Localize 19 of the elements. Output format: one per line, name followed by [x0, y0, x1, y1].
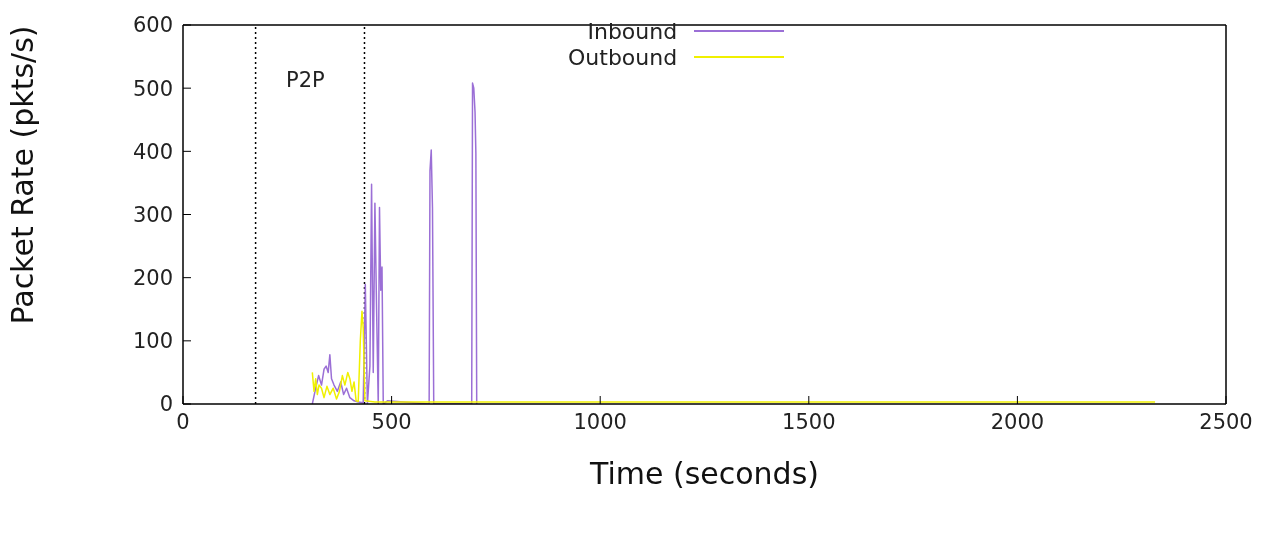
y-tick-label: 100	[132, 329, 173, 354]
x-tick-label: 500	[371, 409, 412, 434]
y-tick-label: 300	[132, 202, 173, 227]
line-series	[311, 310, 1156, 403]
y-tick-label: 500	[132, 76, 173, 101]
x-axis-title: Time (seconds)	[589, 456, 819, 491]
x-tick-label: 1000	[573, 409, 627, 434]
y-tick-label: 400	[132, 139, 173, 164]
x-tick-label: 2500	[1199, 409, 1253, 434]
x-tick-label: 2000	[990, 409, 1045, 434]
y-tick-label: 0	[159, 392, 173, 417]
y-axis-title: Packet Rate (pkts/s)	[4, 25, 40, 325]
x-tick-label: 1500	[782, 409, 836, 434]
y-tick-label: 200	[132, 266, 173, 291]
legend-label: Outbound	[568, 44, 678, 70]
x-tick-label: 0	[176, 409, 190, 434]
annotation: P2P	[286, 68, 325, 92]
legend-label: Inbound	[587, 18, 678, 44]
y-tick-label: 600	[132, 13, 173, 38]
